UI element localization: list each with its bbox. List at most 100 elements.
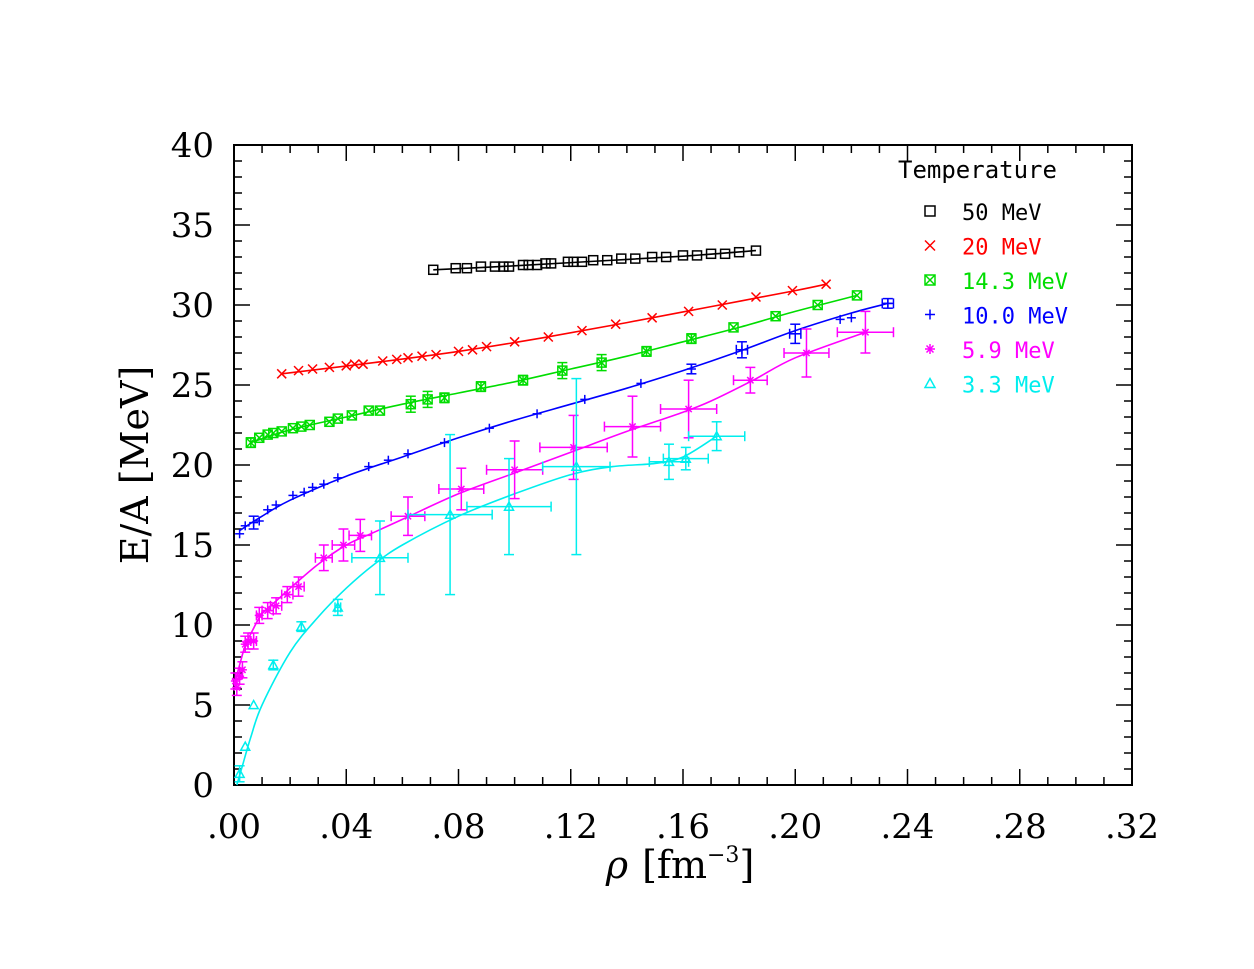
x-axis-unit-exponent: −3 <box>707 843 739 868</box>
data-point <box>510 465 520 475</box>
data-point <box>293 365 304 376</box>
data-point <box>232 682 242 692</box>
data-point <box>750 245 762 256</box>
legend-marker <box>923 376 937 389</box>
data-point <box>557 365 568 376</box>
x-tick-label: .32 <box>1105 807 1159 847</box>
series-curve <box>236 435 718 786</box>
y-tick-label: 40 <box>171 126 214 166</box>
data-point <box>402 352 414 363</box>
data-point <box>710 430 723 441</box>
data-point <box>719 248 731 260</box>
legend-marker <box>925 309 935 320</box>
data-point <box>587 254 599 266</box>
data-point <box>835 314 845 324</box>
x-tick-label: .04 <box>319 807 373 847</box>
data-point <box>663 455 675 467</box>
data-point <box>233 767 246 779</box>
data-point <box>576 325 588 336</box>
data-point <box>616 253 627 264</box>
data-point <box>271 601 281 611</box>
series-curve <box>239 302 889 532</box>
legend-marker <box>925 344 935 354</box>
y-tick-label: 5 <box>192 686 214 726</box>
data-point <box>341 360 352 371</box>
data-point <box>812 299 823 311</box>
data-point <box>288 490 298 500</box>
x-axis-unit-prefix: [fm <box>642 843 707 887</box>
data-point <box>540 258 551 269</box>
legend-label: 10.0 MeV <box>962 305 1068 330</box>
data-point <box>240 521 250 531</box>
data-point <box>691 250 703 261</box>
data-point <box>319 479 329 489</box>
data-point <box>630 253 641 264</box>
x-tick-label: .16 <box>656 807 710 847</box>
data-point <box>467 344 478 355</box>
data-point <box>439 438 449 448</box>
data-point <box>570 460 583 471</box>
data-point <box>431 349 442 360</box>
x-tick-label: .12 <box>544 807 598 847</box>
x-tick-label: .24 <box>880 807 934 847</box>
data-point <box>374 405 386 416</box>
data-point <box>532 409 542 419</box>
data-point <box>787 285 798 296</box>
data-point <box>475 261 487 272</box>
data-point <box>295 620 308 631</box>
data-point <box>580 394 590 404</box>
data-point <box>705 248 717 260</box>
data-point <box>349 359 360 370</box>
legend: Temperature 50 MeV 20 MeV 14.3 MeV 10.0 MeV… <box>898 156 1068 399</box>
data-point <box>562 256 574 268</box>
data-point <box>646 251 658 263</box>
data-point <box>338 540 348 550</box>
data-point <box>790 329 800 339</box>
data-point <box>363 405 374 416</box>
data-point <box>596 357 607 368</box>
legend-label: 20 MeV <box>962 236 1041 261</box>
data-point <box>416 351 428 362</box>
data-point <box>268 427 279 439</box>
data-point <box>684 404 694 414</box>
data-point <box>737 345 747 355</box>
data-point <box>247 698 260 710</box>
data-point <box>503 261 515 272</box>
data-point <box>846 313 856 323</box>
x-axis-title: ρ [fm−3] <box>605 843 755 887</box>
data-point <box>627 422 637 432</box>
data-point <box>422 394 433 405</box>
x-axis-unit-suffix: ] <box>739 843 754 887</box>
data-point <box>461 262 473 274</box>
data-point <box>333 473 343 483</box>
data-point <box>319 553 329 563</box>
data-point <box>677 250 689 261</box>
data-point <box>750 291 761 303</box>
data-point <box>294 582 304 592</box>
data-point <box>851 290 863 301</box>
data-point <box>498 261 509 272</box>
data-point <box>364 462 374 472</box>
y-tick-label: 10 <box>171 606 214 646</box>
data-point <box>346 410 358 421</box>
data-point <box>324 362 335 373</box>
tick-labels: .00 .04 .08 .12 .16 .20 .24 .28 .32 0 5 10 15 20 25 30 3… <box>171 126 1159 847</box>
data-point <box>601 254 613 266</box>
data-point <box>263 505 273 515</box>
data-point <box>377 355 388 367</box>
data-point <box>733 246 745 258</box>
data-point <box>282 590 292 600</box>
data-point <box>680 452 692 463</box>
data-point <box>332 601 344 612</box>
y-tick-label: 15 <box>171 526 214 566</box>
legend-marker <box>924 205 936 217</box>
data-point <box>728 322 739 333</box>
data-point <box>358 359 369 370</box>
data-point <box>403 449 413 459</box>
data-point <box>475 381 487 392</box>
series-curve <box>433 249 757 271</box>
data-point <box>254 516 264 526</box>
data-point <box>503 500 515 511</box>
data-point <box>267 658 280 670</box>
y-axis-title: E/A [MeV] <box>113 366 157 565</box>
